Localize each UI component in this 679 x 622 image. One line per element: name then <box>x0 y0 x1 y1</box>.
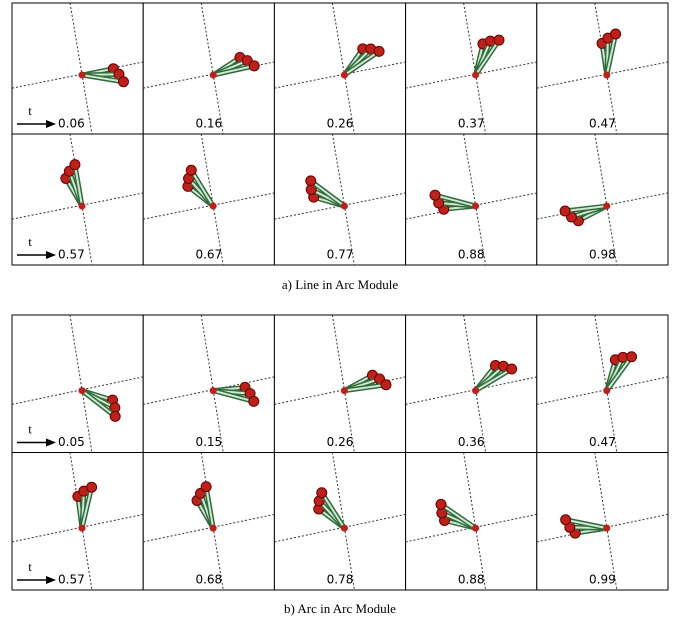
time-label: 0.88 <box>458 248 485 262</box>
joint <box>430 190 440 200</box>
frame-border <box>537 3 668 134</box>
frame-border <box>274 134 405 265</box>
frame: t 0.57 <box>12 453 143 591</box>
figure: t 0.06 0.16 0.26 0.37 0.47 t 0.57 0.67 0.77 0.88 0.… <box>0 0 679 622</box>
joint <box>201 482 211 492</box>
frame: t 0.57 <box>12 134 143 265</box>
frame-border <box>406 3 537 134</box>
frame: 0.15 <box>143 315 274 453</box>
pivot <box>210 72 217 79</box>
pivot <box>603 72 610 79</box>
time-label: 0.06 <box>58 117 85 131</box>
pivot <box>341 203 348 210</box>
frame: 0.37 <box>406 3 537 134</box>
joint <box>87 482 97 492</box>
frame-border <box>274 3 405 134</box>
frame: 0.47 <box>537 3 668 134</box>
frame: 0.16 <box>143 3 274 134</box>
frame-border <box>406 134 537 265</box>
frame: 0.88 <box>406 134 537 265</box>
frame-border <box>406 315 537 453</box>
joint <box>611 29 621 39</box>
time-label: 0.15 <box>195 435 222 449</box>
pivot <box>472 72 479 79</box>
frame: 0.67 <box>143 134 274 265</box>
time-label: 0.67 <box>195 248 222 262</box>
pivot <box>79 387 86 394</box>
frame: 0.47 <box>537 315 668 453</box>
pivot <box>79 72 86 79</box>
time-arrow-label: t <box>28 103 32 118</box>
frame: 0.26 <box>274 315 405 453</box>
time-label: 0.16 <box>195 117 222 131</box>
time-label: 0.05 <box>58 435 85 449</box>
pivot <box>472 203 479 210</box>
frame: 0.78 <box>274 453 405 591</box>
time-arrow-label: t <box>28 559 32 574</box>
time-label: 0.78 <box>327 573 354 587</box>
time-label: 0.37 <box>458 117 485 131</box>
joint <box>70 160 80 170</box>
joint <box>186 165 196 175</box>
joint <box>118 77 128 87</box>
joint <box>110 411 120 421</box>
frame: 0.68 <box>143 453 274 591</box>
pivot <box>210 387 217 394</box>
pivot <box>341 525 348 532</box>
frame: 0.77 <box>274 134 405 265</box>
pivot <box>341 72 348 79</box>
joint <box>627 352 637 362</box>
frame: 0.88 <box>406 453 537 591</box>
frame: 0.99 <box>537 453 668 591</box>
pivot <box>472 525 479 532</box>
pivot <box>210 203 217 210</box>
frame-border <box>406 453 537 591</box>
caption: b) Arc in Arc Module <box>284 601 396 616</box>
time-label: 0.26 <box>327 117 354 131</box>
frame: t 0.05 <box>12 315 143 453</box>
time-label: 0.68 <box>195 573 222 587</box>
pivot <box>79 525 86 532</box>
time-label: 0.57 <box>58 248 85 262</box>
time-label: 0.36 <box>458 435 485 449</box>
caption: a) Line in Arc Module <box>282 277 398 292</box>
time-arrow-label: t <box>28 421 32 436</box>
joint <box>249 396 259 406</box>
time-label: 0.77 <box>327 248 354 262</box>
frame: 0.36 <box>406 315 537 453</box>
frame-border <box>537 315 668 453</box>
joint <box>381 380 391 390</box>
time-label: 0.99 <box>589 573 616 587</box>
time-label: 0.88 <box>458 573 485 587</box>
joint <box>306 176 316 186</box>
frame: 0.26 <box>274 3 405 134</box>
joint <box>561 515 571 525</box>
pivot <box>603 387 610 394</box>
frame-border <box>143 315 274 453</box>
frame: 0.98 <box>537 134 668 265</box>
time-label: 0.47 <box>589 117 616 131</box>
joint <box>249 61 259 71</box>
pivot <box>472 387 479 394</box>
joint <box>560 206 570 216</box>
pivot <box>603 203 610 210</box>
joint <box>317 488 327 498</box>
pivot <box>210 525 217 532</box>
joint <box>507 364 517 374</box>
time-label: 0.57 <box>58 573 85 587</box>
frame-border <box>537 453 668 591</box>
joint <box>374 46 384 56</box>
time-arrow-label: t <box>28 234 32 249</box>
pivot <box>603 525 610 532</box>
time-label: 0.47 <box>589 435 616 449</box>
time-label: 0.98 <box>589 248 616 262</box>
time-label: 0.26 <box>327 435 354 449</box>
pivot <box>79 203 86 210</box>
joint <box>494 35 504 45</box>
frame-border <box>537 134 668 265</box>
joint <box>436 499 446 509</box>
pivot <box>341 387 348 394</box>
frame: t 0.06 <box>12 3 143 134</box>
